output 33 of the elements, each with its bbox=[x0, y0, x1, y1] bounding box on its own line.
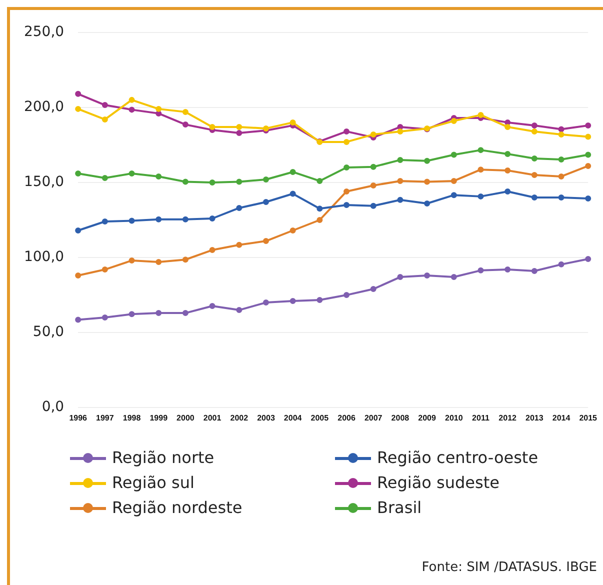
x-tick-label: 1996 bbox=[69, 414, 88, 423]
x-tick-label: 2013 bbox=[526, 414, 544, 423]
y-tick-label: 50,0 bbox=[32, 324, 64, 340]
x-tick-label: 2012 bbox=[498, 414, 518, 423]
x-tick-label: 2001 bbox=[203, 414, 222, 423]
legend-label: Região sudeste bbox=[377, 473, 500, 492]
y-tick-label: 250,0 bbox=[24, 24, 64, 40]
x-tick-label: 2014 bbox=[552, 414, 571, 423]
x-tick-label: 2010 bbox=[444, 414, 464, 423]
x-tick-label: 2015 bbox=[579, 414, 598, 423]
y-tick-label: 200,0 bbox=[24, 99, 64, 116]
x-tick-label: 2008 bbox=[391, 414, 410, 423]
legend-label: Brasil bbox=[377, 498, 422, 517]
x-tick-label: 1997 bbox=[96, 414, 114, 423]
x-tick-label: 2007 bbox=[364, 414, 383, 423]
x-tick-label: 2011 bbox=[472, 414, 490, 423]
y-tick-label: 150,0 bbox=[24, 174, 64, 190]
x-tick-label: 2000 bbox=[176, 414, 195, 423]
legend-label: Região norte bbox=[112, 448, 214, 467]
legend-label: Região centro-oeste bbox=[377, 448, 538, 467]
x-tick-label: 2006 bbox=[338, 414, 356, 423]
x-tick-label: 2002 bbox=[230, 414, 249, 423]
y-tick-label: 100,0 bbox=[24, 249, 64, 266]
legend-label: Região sul bbox=[112, 473, 194, 492]
x-tick-label: 2004 bbox=[284, 414, 302, 423]
source-note: Fonte: SIM /DATASUS. IBGE bbox=[422, 560, 597, 575]
x-tick-label: 2005 bbox=[310, 414, 330, 423]
x-tick-label: 2009 bbox=[418, 414, 436, 423]
x-tick-label: 1998 bbox=[122, 414, 142, 423]
x-tick-label: 1999 bbox=[150, 414, 168, 423]
y-tick-label: 0,0 bbox=[42, 399, 64, 416]
x-tick-label: 2003 bbox=[257, 414, 276, 423]
legend-label: Região nordeste bbox=[112, 498, 242, 517]
